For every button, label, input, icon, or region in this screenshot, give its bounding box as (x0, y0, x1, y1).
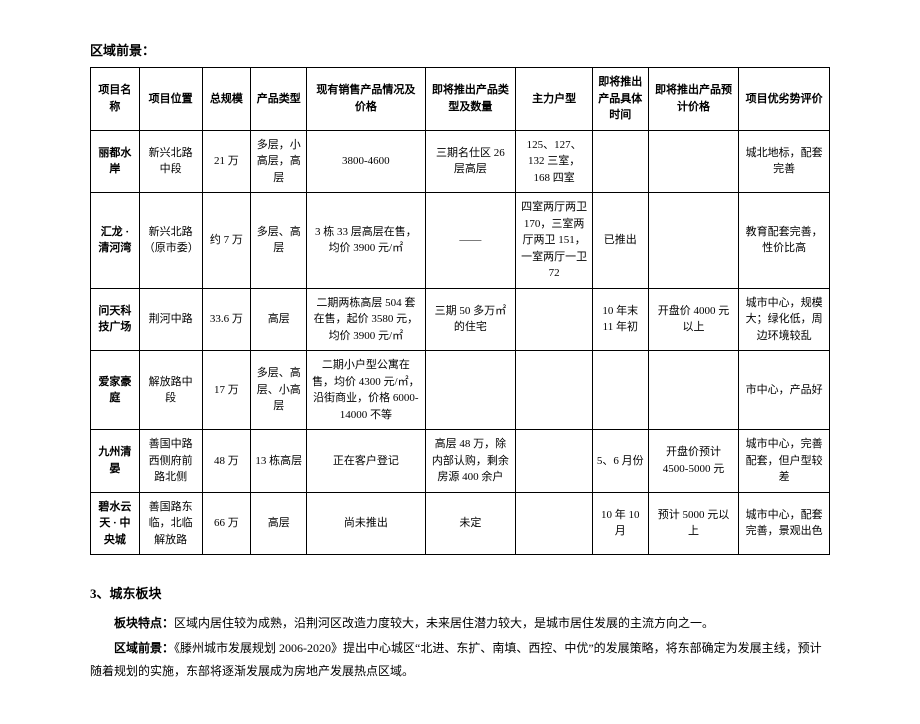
table-row: 爱家豪庭解放路中段17 万多层、高层、小高层二期小户型公寓在售，均价 4300 … (91, 351, 830, 430)
cell-eval: 城市中心，完善配套，但户型较差 (739, 430, 830, 493)
region-prospect-title: 区域前景： (90, 40, 830, 59)
cell-upcoming: 高层 48 万，除内部认购，剩余房源 400 余户 (425, 430, 516, 493)
cell-upcoming: 三期 50 多万㎡的住宅 (425, 288, 516, 351)
cell-price: 预计 5000 元以上 (648, 492, 739, 555)
cell-location: 荆河中路 (139, 288, 202, 351)
cell-ptype: 多层，小高层，高层 (251, 130, 307, 193)
cell-scale: 17 万 (202, 351, 251, 430)
th-name: 项目名称 (91, 68, 140, 131)
cell-location: 解放路中段 (139, 351, 202, 430)
cell-eval: 城北地标，配套完善 (739, 130, 830, 193)
region-prospect-label: 区域前景： (114, 641, 174, 655)
cell-current: 尚未推出 (307, 492, 426, 555)
block-features-text: 区域内居住较为成熟，沿荆河区改造力度较大，未来居住潜力较大，是城市居住发展的主流… (174, 616, 714, 630)
cell-time (592, 351, 648, 430)
cell-unit (516, 492, 593, 555)
table-header-row: 项目名称 项目位置 总规模 产品类型 现有销售产品情况及价格 即将推出产品类型及… (91, 68, 830, 131)
cell-location: 善国路东临，北临解放路 (139, 492, 202, 555)
table-row: 丽都水岸新兴北路中段21 万多层，小高层，高层3800-4600三期名仕区 26… (91, 130, 830, 193)
th-location: 项目位置 (139, 68, 202, 131)
cell-scale: 约 7 万 (202, 193, 251, 289)
cell-price: 开盘价预计 4500-5000 元 (648, 430, 739, 493)
cell-price (648, 193, 739, 289)
cell-upcoming: 未定 (425, 492, 516, 555)
cell-name: 问天科技广场 (91, 288, 140, 351)
th-time: 即将推出产品具体时间 (592, 68, 648, 131)
cell-location: 新兴北路（原市委） (139, 193, 202, 289)
cell-scale: 66 万 (202, 492, 251, 555)
cell-scale: 48 万 (202, 430, 251, 493)
table-row: 九州清晏善国中路西侧府前路北侧48 万13 栋高层正在客户登记高层 48 万，除… (91, 430, 830, 493)
th-price: 即将推出产品预计价格 (648, 68, 739, 131)
cell-unit (516, 351, 593, 430)
th-current: 现有销售产品情况及价格 (307, 68, 426, 131)
cell-ptype: 高层 (251, 288, 307, 351)
block-features-label: 板块特点： (114, 616, 174, 630)
cell-name: 碧水云天 · 中央城 (91, 492, 140, 555)
cell-price (648, 130, 739, 193)
cell-time: 5、6 月份 (592, 430, 648, 493)
region-prospect-para: 区域前景：《滕州城市发展规划 2006-2020》提出中心城区“北进、东扩、南填… (90, 637, 830, 683)
cell-ptype: 高层 (251, 492, 307, 555)
th-upcoming: 即将推出产品类型及数量 (425, 68, 516, 131)
cell-time: 10 年 10 月 (592, 492, 648, 555)
cell-unit: 125、127、132 三室，168 四室 (516, 130, 593, 193)
cell-name: 丽都水岸 (91, 130, 140, 193)
cell-time: 10 年末 11 年初 (592, 288, 648, 351)
cell-location: 善国中路西侧府前路北侧 (139, 430, 202, 493)
cell-name: 爱家豪庭 (91, 351, 140, 430)
th-ptype: 产品类型 (251, 68, 307, 131)
th-eval: 项目优劣势评价 (739, 68, 830, 131)
cell-unit (516, 430, 593, 493)
cell-upcoming: —— (425, 193, 516, 289)
cell-ptype: 13 栋高层 (251, 430, 307, 493)
cell-current: 二期小户型公寓在售，均价 4300 元/㎡，沿街商业，价格 6000-14000… (307, 351, 426, 430)
cell-time (592, 130, 648, 193)
block-features-para: 板块特点：区域内居住较为成熟，沿荆河区改造力度较大，未来居住潜力较大，是城市居住… (90, 612, 830, 635)
table-row: 碧水云天 · 中央城善国路东临，北临解放路66 万高层尚未推出未定 10 年 10… (91, 492, 830, 555)
cell-current: 二期两栋高层 504 套在售，起价 3580 元，均价 3900 元/㎡ (307, 288, 426, 351)
table-row: 问天科技广场荆河中路33.6 万高层二期两栋高层 504 套在售，起价 3580… (91, 288, 830, 351)
table-row: 汇龙 · 清河湾新兴北路（原市委）约 7 万多层、高层3 栋 33 层高层在售，… (91, 193, 830, 289)
cell-eval: 教育配套完善，性价比高 (739, 193, 830, 289)
cell-eval: 市中心，产品好 (739, 351, 830, 430)
cell-eval: 城市中心，配套完善，景观出色 (739, 492, 830, 555)
region-prospect-text: 《滕州城市发展规划 2006-2020》提出中心城区“北进、东扩、南填、西控、中… (90, 641, 822, 678)
cell-current: 3800-4600 (307, 130, 426, 193)
cell-current: 3 栋 33 层高层在售，均价 3900 元/㎡ (307, 193, 426, 289)
cell-unit: 四室两厅两卫 170，三室两厅两卫 151，一室两厅一卫 72 (516, 193, 593, 289)
cell-unit (516, 288, 593, 351)
cell-scale: 33.6 万 (202, 288, 251, 351)
cell-price (648, 351, 739, 430)
cell-location: 新兴北路中段 (139, 130, 202, 193)
th-scale: 总规模 (202, 68, 251, 131)
cell-time: 已推出 (592, 193, 648, 289)
cell-upcoming: 三期名仕区 26 层高层 (425, 130, 516, 193)
th-unit: 主力户型 (516, 68, 593, 131)
cell-upcoming (425, 351, 516, 430)
cell-name: 九州清晏 (91, 430, 140, 493)
east-block-section: 3、城东板块 板块特点：区域内居住较为成熟，沿荆河区改造力度较大，未来居住潜力较… (90, 583, 830, 682)
cell-ptype: 多层、高层、小高层 (251, 351, 307, 430)
cell-current: 正在客户登记 (307, 430, 426, 493)
cell-scale: 21 万 (202, 130, 251, 193)
cell-price: 开盘价 4000 元以上 (648, 288, 739, 351)
projects-table: 项目名称 项目位置 总规模 产品类型 现有销售产品情况及价格 即将推出产品类型及… (90, 67, 830, 555)
cell-ptype: 多层、高层 (251, 193, 307, 289)
cell-eval: 城市中心，规模大；绿化低，周边环境较乱 (739, 288, 830, 351)
cell-name: 汇龙 · 清河湾 (91, 193, 140, 289)
east-block-heading: 3、城东板块 (90, 583, 830, 602)
